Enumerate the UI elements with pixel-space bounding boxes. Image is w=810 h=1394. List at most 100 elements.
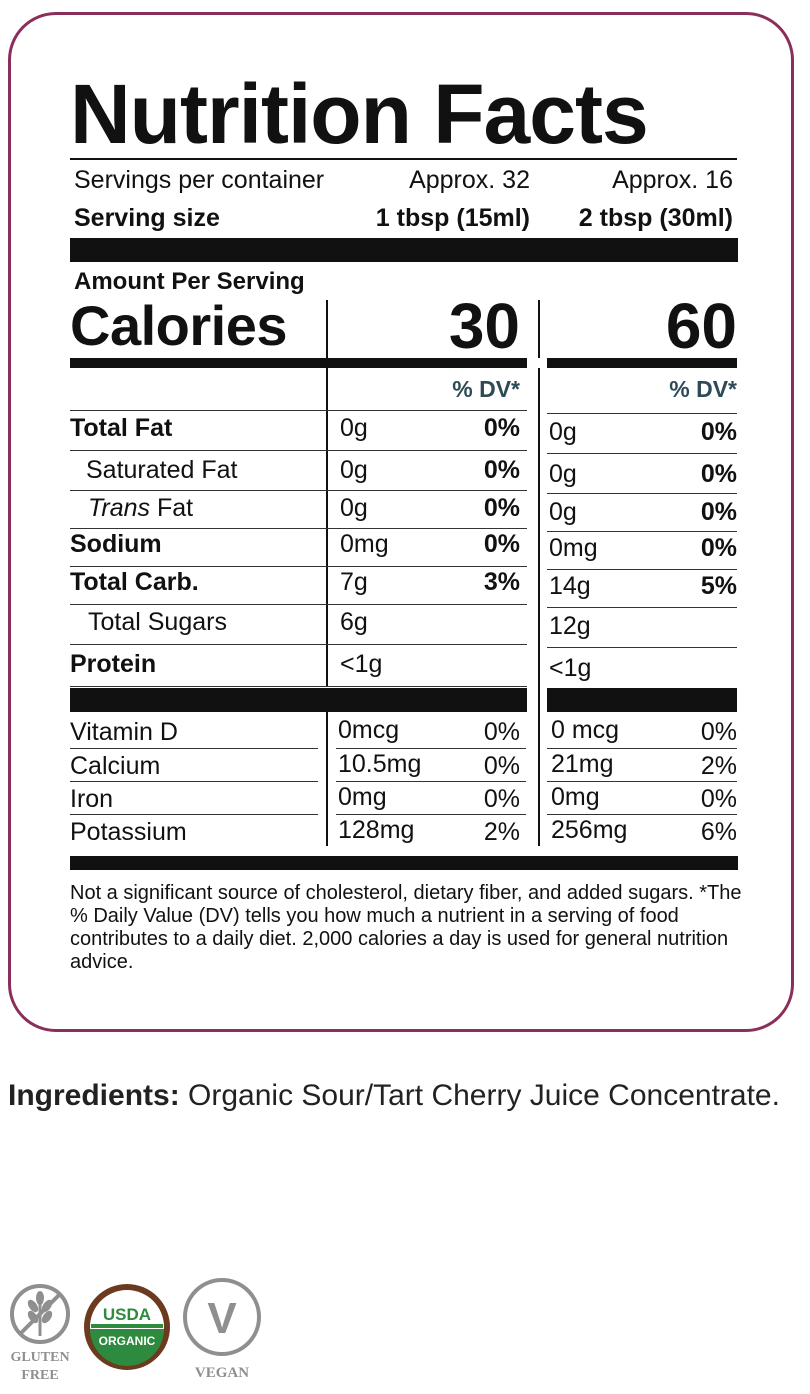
vegan-letter: V bbox=[207, 1294, 237, 1343]
nutrient-name: Saturated Fat bbox=[86, 456, 238, 484]
nutrient-rule-left bbox=[70, 604, 527, 605]
nutrient-name: Protein bbox=[70, 650, 157, 678]
vitamin-bar-1 bbox=[70, 688, 527, 712]
vitamin-dv-2: 0% bbox=[700, 718, 737, 746]
vitamin-dv-2: 0% bbox=[700, 785, 737, 813]
vitamin-rule-right bbox=[547, 814, 737, 815]
vitamin-amount-1: 0mcg bbox=[338, 716, 400, 744]
col-divider-calories-2 bbox=[538, 300, 540, 358]
nutrient-rule-right bbox=[547, 453, 737, 454]
col-divider-1 bbox=[326, 368, 328, 686]
vitamin-rule-name bbox=[70, 781, 318, 782]
vitamin-rule-left bbox=[336, 748, 526, 749]
vitamin-amount-2: 0mg bbox=[551, 783, 600, 811]
nutrient-dv-2: 0% bbox=[700, 534, 737, 562]
nutrient-amount-1: 0mg bbox=[340, 530, 389, 558]
vitamin-dv-1: 0% bbox=[483, 718, 520, 746]
nutrient-dv-2: 0% bbox=[700, 460, 737, 488]
nutrient-name: Total Carb. bbox=[70, 568, 199, 596]
vegan-label: VEGAN bbox=[194, 1365, 250, 1381]
nutrient-rule-left bbox=[70, 566, 527, 567]
nutrient-dv-2: 5% bbox=[700, 572, 737, 600]
ingredients: Ingredients: Organic Sour/Tart Cherry Ju… bbox=[8, 1072, 798, 1120]
nutrient-amount-2: 0g bbox=[549, 498, 577, 526]
vitamin-dv-1: 2% bbox=[483, 818, 520, 846]
vitamin-name: Vitamin D bbox=[70, 718, 178, 746]
vitamin-amount-2: 0 mcg bbox=[551, 716, 620, 744]
col-divider-2 bbox=[538, 368, 540, 846]
footnote: Not a significant source of cholesterol,… bbox=[70, 882, 742, 973]
servings-label: Servings per container bbox=[74, 166, 325, 194]
nutrient-amount-1: 0g bbox=[340, 456, 368, 484]
nutrient-rule-right bbox=[547, 569, 737, 570]
nutrient-dv-1: 0% bbox=[483, 530, 520, 558]
dv-header-1: % DV* bbox=[452, 376, 520, 402]
vitamin-name: Calcium bbox=[70, 752, 161, 780]
col-divider-vitamins bbox=[326, 712, 328, 846]
nutrient-rule-left bbox=[70, 450, 527, 451]
gluten-free-badge: GLUTEN FREE bbox=[5, 1282, 75, 1383]
title-rule bbox=[70, 158, 737, 160]
nutrient-amount-2: 14g bbox=[549, 572, 591, 600]
vitamin-dv-1: 0% bbox=[483, 752, 520, 780]
nutrient-rule-left bbox=[70, 644, 527, 645]
gluten-free-icon bbox=[10, 1284, 70, 1344]
vitamin-amount-1: 10.5mg bbox=[338, 750, 422, 778]
calories-value-2: 60 bbox=[665, 290, 737, 362]
vitamin-dv-1: 0% bbox=[483, 785, 520, 813]
serving-size-label: Serving size bbox=[74, 204, 220, 232]
vitamin-amount-2: 21mg bbox=[551, 750, 614, 778]
gluten-free-line1: GLUTEN bbox=[10, 1350, 70, 1365]
thick-bar-top bbox=[70, 238, 738, 262]
col-divider-calories-1 bbox=[326, 300, 328, 358]
vitamin-rule-right bbox=[547, 748, 737, 749]
servings-value-2: Approx. 16 bbox=[612, 166, 733, 194]
nutrient-name: Total Fat bbox=[70, 414, 173, 442]
calories-bar-1 bbox=[70, 358, 527, 368]
nutrient-name: Total Sugars bbox=[88, 608, 227, 636]
vitamin-rule-name bbox=[70, 748, 318, 749]
nutrient-dv-1: 0% bbox=[483, 456, 520, 484]
nutrient-amount-2: 12g bbox=[549, 612, 591, 640]
servings-value-1: Approx. 32 bbox=[409, 166, 530, 194]
serving-size-2: 2 tbsp (30ml) bbox=[578, 204, 733, 232]
nutrient-dv-1: 0% bbox=[483, 494, 520, 522]
nutrient-rule-right bbox=[547, 607, 737, 608]
nutrient-amount-1: <1g bbox=[340, 650, 383, 678]
nutrient-rule-right bbox=[547, 647, 737, 648]
nutrient-rule-right bbox=[547, 413, 737, 414]
vitamin-rule-right bbox=[547, 781, 737, 782]
nutrient-rule-left bbox=[70, 490, 527, 491]
usda-top-text: USDA bbox=[103, 1305, 151, 1324]
nutrient-dv-2: 0% bbox=[700, 498, 737, 526]
vitamin-bar-2 bbox=[547, 688, 737, 712]
vitamin-rule-left bbox=[336, 781, 526, 782]
nutrient-amount-2: 0mg bbox=[549, 534, 598, 562]
vegan-v-icon: V bbox=[183, 1278, 261, 1356]
thick-bar-bottom bbox=[70, 856, 738, 870]
calories-value-1: 30 bbox=[448, 290, 520, 362]
nutrient-amount-2: 0g bbox=[549, 418, 577, 446]
amount-per-serving: Amount Per Serving bbox=[74, 268, 305, 295]
nutrient-dv-2: 0% bbox=[700, 418, 737, 446]
nutrient-name-italic: Trans bbox=[88, 494, 151, 522]
nutrition-title: Nutrition Facts bbox=[70, 67, 649, 161]
nutrient-dv-1: 3% bbox=[483, 568, 520, 596]
vitamin-name: Potassium bbox=[70, 818, 187, 846]
nutrient-dv-1: 0% bbox=[483, 414, 520, 442]
nutrient-name: Sodium bbox=[70, 530, 162, 558]
usda-organic-badge: USDA ORGANIC bbox=[82, 1282, 172, 1372]
nutrient-amount-2: <1g bbox=[549, 654, 592, 682]
vitamin-amount-1: 0mg bbox=[338, 783, 387, 811]
vitamin-amount-1: 128mg bbox=[338, 816, 415, 844]
nutrient-amount-1: 7g bbox=[340, 568, 368, 596]
nutrient-name-rest: Fat bbox=[150, 494, 194, 522]
vitamin-amount-2: 256mg bbox=[551, 816, 628, 844]
vitamin-dv-2: 6% bbox=[700, 818, 737, 846]
vitamin-dv-2: 2% bbox=[700, 752, 737, 780]
ingredients-label: Ingredients: bbox=[8, 1079, 180, 1112]
nutrient-rule-left bbox=[70, 410, 527, 411]
nutrient-amount-1: 0g bbox=[340, 414, 368, 442]
nutrient-amount-2: 0g bbox=[549, 460, 577, 488]
nutrient-rule-left bbox=[70, 528, 527, 529]
